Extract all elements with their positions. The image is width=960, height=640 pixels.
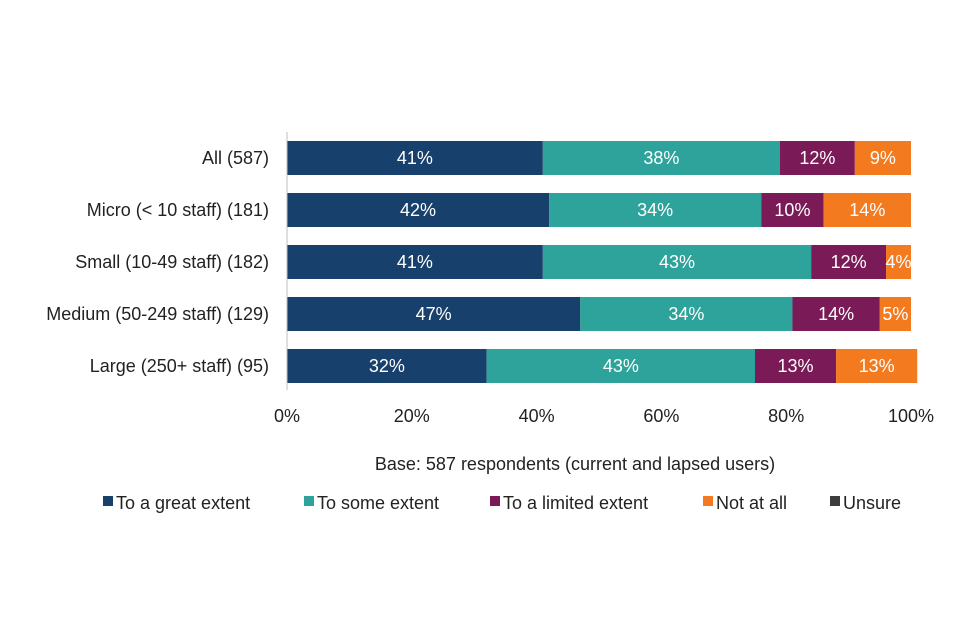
bar-value-label: 5% (882, 304, 908, 324)
bar-segment (755, 349, 837, 383)
bar-value-label: 42% (400, 200, 436, 220)
category-label: Small (10-49 staff) (182) (75, 252, 269, 272)
x-tick-label: 20% (394, 406, 430, 426)
bar-segment (823, 193, 911, 227)
bar-segment (287, 349, 487, 383)
bar-segment (542, 141, 780, 175)
bar-segment (854, 141, 911, 175)
x-tick-label: 100% (888, 406, 934, 426)
x-tick-label: 60% (643, 406, 679, 426)
bar-value-label: 34% (668, 304, 704, 324)
bar-segment (486, 349, 755, 383)
bar-value-label: 12% (831, 252, 867, 272)
legend-swatch (103, 496, 113, 506)
bar-value-label: 32% (369, 356, 405, 376)
category-label: All (587) (202, 148, 269, 168)
category-label: Medium (50-249 staff) (129) (46, 304, 269, 324)
bars: 41% 38% 12% 9% 42% 34% 10% 14% 41% 43% 12% 4% 47% 34%… (287, 141, 918, 383)
legend-label: To a limited extent (503, 493, 648, 513)
x-tick-labels: 0% 20% 40% 60% 80% 100% (274, 406, 934, 426)
legend-swatch (304, 496, 314, 506)
bar-value-label: 43% (659, 252, 695, 272)
x-tick-label: 80% (768, 406, 804, 426)
bar-segment (792, 297, 880, 331)
bar-segment (287, 193, 550, 227)
bar-value-label: 12% (799, 148, 835, 168)
x-axis-label: Base: 587 respondents (current and lapse… (375, 454, 775, 474)
bar-segment (836, 349, 918, 383)
bar-segment (549, 193, 762, 227)
legend: To a great extent To some extent To a limi… (103, 493, 901, 513)
category-label: Large (250+ staff) (95) (90, 356, 269, 376)
bar-segment (811, 245, 887, 279)
legend-label: Not at all (716, 493, 787, 513)
category-labels: All (587) Micro (< 10 staff) (181) Small (… (46, 148, 269, 376)
category-label: Micro (< 10 staff) (181) (87, 200, 269, 220)
bar-value-label: 10% (774, 200, 810, 220)
bar-value-label: 9% (870, 148, 896, 168)
bar-value-label: 4% (886, 252, 912, 272)
bar-segment (287, 297, 581, 331)
bar-segment (879, 297, 911, 331)
x-tick-label: 0% (274, 406, 300, 426)
bar-segment (761, 193, 824, 227)
legend-swatch (830, 496, 840, 506)
bar-segment (580, 297, 793, 331)
bar-value-label: 47% (416, 304, 452, 324)
bar-value-label: 14% (849, 200, 885, 220)
bar-segment (287, 245, 543, 279)
bar-segment (287, 141, 543, 175)
bar-value-label: 13% (859, 356, 895, 376)
bar-value-label: 34% (637, 200, 673, 220)
bar-value-label: 41% (397, 252, 433, 272)
bar-value-label: 43% (603, 356, 639, 376)
x-tick-label: 40% (519, 406, 555, 426)
bar-value-label: 41% (397, 148, 433, 168)
bar-segment (779, 141, 855, 175)
legend-label: To some extent (317, 493, 439, 513)
legend-swatch (490, 496, 500, 506)
bar-value-label: 14% (818, 304, 854, 324)
bar-segment (542, 245, 812, 279)
legend-label: To a great extent (116, 493, 250, 513)
bar-segment (886, 245, 911, 279)
legend-swatch (703, 496, 713, 506)
bar-value-label: 38% (643, 148, 679, 168)
bar-value-label: 13% (778, 356, 814, 376)
legend-label: Unsure (843, 493, 901, 513)
